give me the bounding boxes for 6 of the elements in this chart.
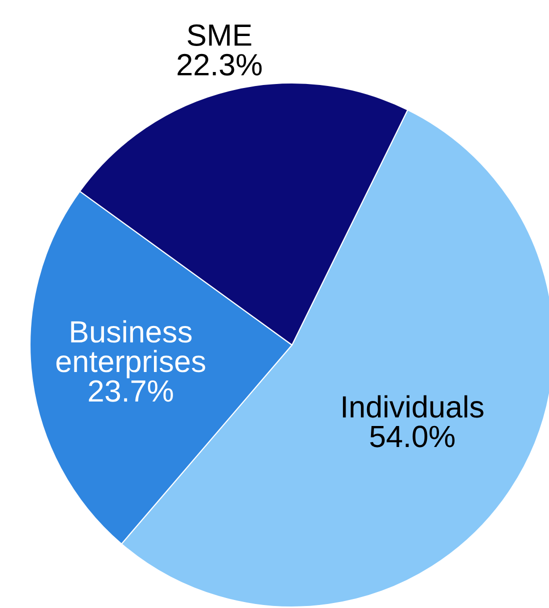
slice-label: SME — [188, 24, 252, 46]
data-label: 23.7% — [88, 380, 173, 402]
slice-label: Individuals — [342, 395, 484, 418]
slice-label: Business enterprises — [56, 320, 206, 378]
data-label: 54.0% — [370, 426, 455, 448]
data-label: 22.3% — [178, 54, 262, 76]
